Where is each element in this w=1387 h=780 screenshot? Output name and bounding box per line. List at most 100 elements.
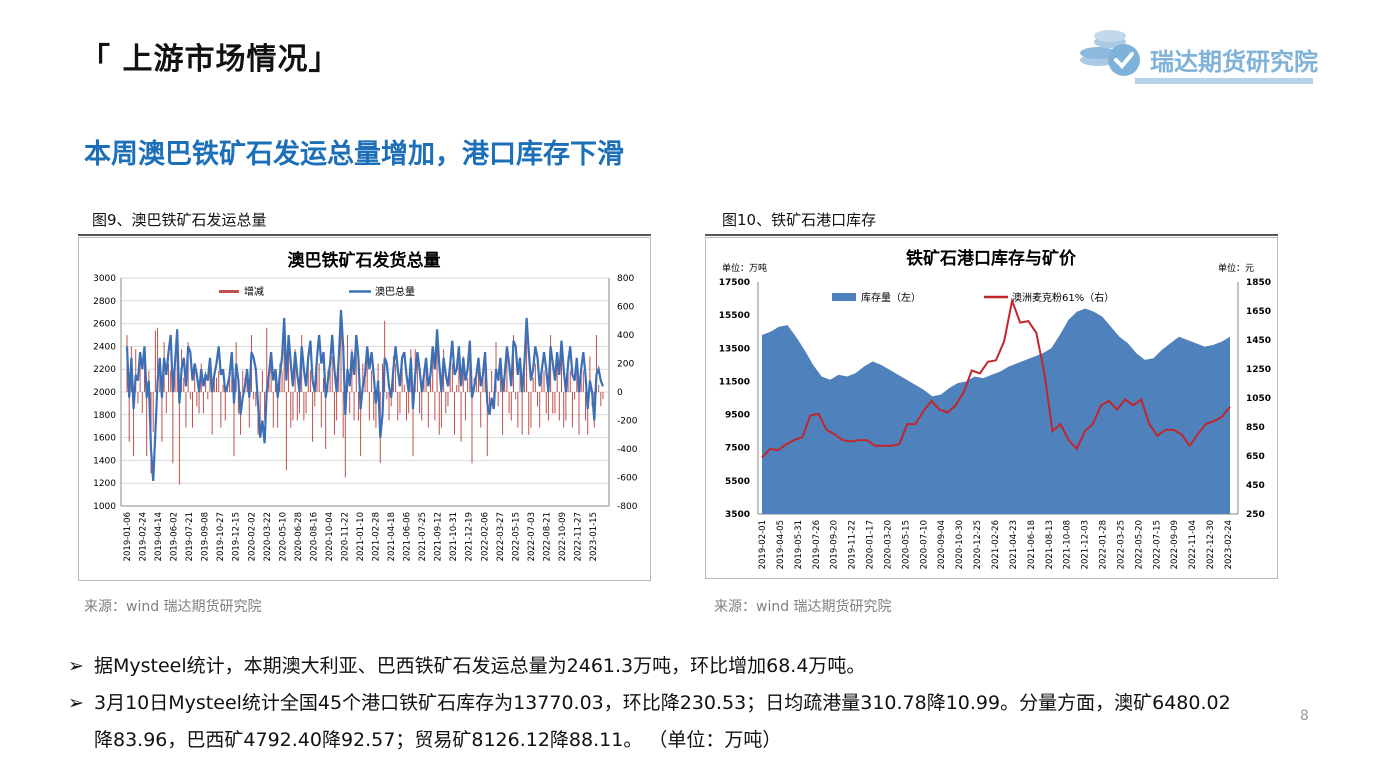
chart1-change-bar (294, 349, 296, 392)
chart1-change-bar (274, 377, 276, 392)
chart1-legend-swatch-change (219, 290, 239, 293)
chart1-x-tick: 2022-02-06 (480, 512, 490, 561)
chart1-change-bar (484, 363, 486, 392)
chart2-legend-price: 澳洲麦克粉61%（右） (1012, 291, 1114, 304)
chart2-y-left-tick: 17500 (719, 278, 750, 288)
chart1-change-bar (283, 342, 285, 392)
chart1-y-left-tick: 2600 (93, 320, 116, 330)
chart1-x-tick: 2022-05-15 (511, 512, 521, 561)
chart1-change-bar (595, 335, 597, 392)
chart2-x-tick: 2021-02-26 (991, 520, 1001, 569)
chart1-change-bar (532, 377, 534, 392)
chart2-y-left-tick: 15500 (719, 311, 750, 321)
chart1-legend-total: 澳巴总量 (375, 285, 415, 298)
chart1-x-tick: 2022-03-27 (496, 512, 506, 561)
chart1-change-bar (530, 392, 532, 428)
chart1-change-bar (569, 370, 571, 392)
figure-9-source: 来源：wind 瑞达期货研究院 (84, 599, 262, 615)
chart1-change-bar (192, 392, 194, 428)
chart1-y-right-tick: 0 (617, 388, 623, 398)
chart1-top-rule (78, 234, 651, 236)
chart1-change-bar (305, 392, 307, 414)
chart1-x-tick: 2020-08-16 (309, 512, 319, 561)
chart1-change-bar (478, 370, 480, 392)
chart1-y-left-tick: 2400 (93, 342, 116, 352)
chart1-change-bar (480, 392, 482, 428)
chart1-change-bar (454, 392, 456, 435)
chart1-change-bar (154, 330, 156, 392)
chart1-x-tick: 2020-10-04 (325, 512, 335, 561)
chart1-change-bar (220, 392, 222, 428)
chart1-change-bar (405, 392, 407, 421)
chart1-change-bar (545, 392, 547, 414)
chart1-change-bar (491, 370, 493, 392)
chart1-change-bar (303, 392, 305, 421)
page-number: 8 (1300, 708, 1309, 724)
chart1-change-bar (143, 363, 145, 392)
chart1-change-bar (207, 392, 209, 400)
chart1-change-bar (205, 377, 207, 392)
chart1-change-bar (561, 349, 563, 392)
chart2-x-tick: 2021-08-13 (1045, 520, 1055, 569)
chart1-change-bar (458, 363, 460, 392)
chart1-x-tick: 2021-01-10 (356, 512, 366, 561)
chart1-change-bar (408, 392, 410, 414)
chart2-y-right-tick: 1650 (1246, 307, 1271, 317)
chart2-y-right-tick: 1850 (1246, 278, 1271, 288)
chart1-change-bar (161, 392, 163, 442)
chart2-top-rule (705, 234, 1278, 236)
chart1-change-bar (172, 392, 174, 464)
chart2-x-tick: 2021-10-08 (1063, 520, 1073, 569)
chart2-title: 铁矿石港口库存与矿价 (906, 248, 1077, 269)
chart1-change-bar (362, 363, 364, 392)
chart1-change-bar (373, 392, 375, 421)
chart1-change-bar (371, 370, 373, 392)
chart1-change-bar (558, 392, 560, 421)
chart1-change-bar (434, 392, 436, 421)
chart2-x-tick: 2020-07-10 (919, 520, 929, 569)
chart1-change-bar (296, 392, 298, 421)
chart1-change-bar (469, 356, 471, 392)
chart1-change-bar (233, 392, 235, 457)
chart1-change-bar (576, 363, 578, 392)
chart1-change-bar (425, 370, 427, 392)
chart1-change-bar (266, 327, 268, 392)
chart1-change-bar (571, 392, 573, 428)
chart1-change-bar (198, 392, 200, 414)
chart1-x-tick: 2020-03-22 (263, 512, 273, 561)
chart1-change-bar (574, 392, 576, 400)
chart1-change-bar (497, 392, 499, 407)
chart1-change-bar (152, 392, 154, 432)
chart1-change-bar (585, 392, 587, 421)
chart1-change-bar (178, 392, 180, 485)
chart1-y-right-tick: -400 (617, 445, 638, 455)
chart1-legend-change: 增减 (244, 285, 264, 298)
chart1-change-bar (547, 392, 549, 421)
chart1-change-bar (128, 392, 130, 442)
chart1-change-bar (237, 392, 239, 414)
chart1-change-bar (552, 392, 554, 414)
chart1-change-bar (261, 370, 263, 392)
chart2-x-tick: 2019-02-01 (758, 520, 768, 569)
chart1-change-bar (464, 392, 466, 421)
chart1-change-bar (187, 342, 189, 392)
chart1-change-bar (438, 392, 440, 435)
chart1-change-bar (270, 363, 272, 392)
chart1-change-bar (314, 392, 316, 407)
bullet-1: ➢ 据Mysteel统计，本期澳大利亚、巴西铁矿石发运总量为2461.3万吨，环比… (68, 650, 865, 683)
chart1-change-bar (543, 370, 545, 392)
chart2-unit-right: 单位：元 (1218, 262, 1254, 274)
chart1-change-bar (462, 356, 464, 392)
chart1-change-bar (183, 377, 185, 392)
chart1-change-bar (416, 363, 418, 392)
chart2-y-left-tick: 7500 (725, 444, 750, 454)
chart1-x-tick: 2019-12-15 (232, 512, 242, 561)
chart1-y-left-tick: 2800 (93, 297, 116, 307)
chart1-change-bar (436, 342, 438, 392)
bullet-2-continued: 降83.96，巴西矿4792.40降92.57；贸易矿8126.12降88.11… (94, 729, 782, 751)
chart2-legend-swatch-inventory (832, 293, 856, 301)
chart1-change-bar (600, 392, 602, 407)
chart1-change-bar (460, 392, 462, 442)
chart1-change-bar (421, 392, 423, 421)
chart1-change-bar (222, 384, 224, 392)
